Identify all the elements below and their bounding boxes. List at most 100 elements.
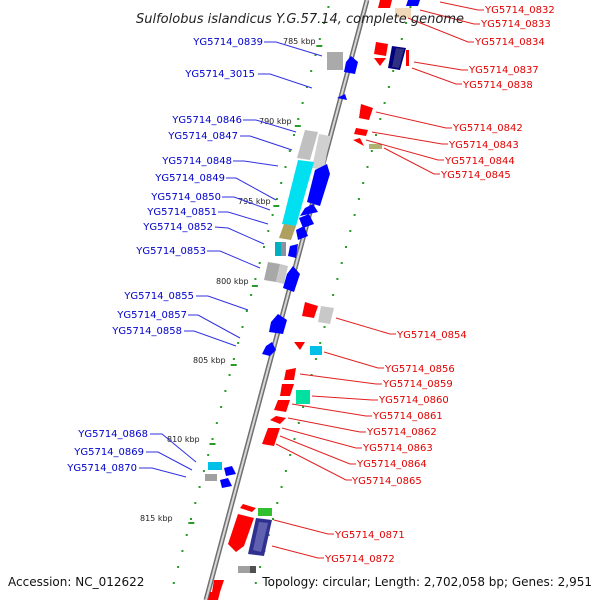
gene-label[interactable]: YG5714_0870 (66, 463, 137, 474)
gene-feature[interactable] (369, 144, 382, 149)
gene-label[interactable]: YG5714_0872 (324, 554, 395, 565)
leader-line (291, 403, 372, 417)
gene-label[interactable]: YG5714_0851 (146, 207, 217, 218)
gene-reverse[interactable] (374, 58, 386, 66)
gene-reverse[interactable] (353, 138, 364, 146)
gene-reverse[interactable] (354, 128, 368, 136)
gene-label[interactable]: YG5714_0834 (474, 37, 545, 48)
gene-label[interactable]: YG5714_0856 (384, 364, 455, 375)
gene-reverse[interactable] (302, 302, 318, 318)
gene-forward[interactable] (406, 0, 420, 6)
kbp-mark: 800 kbp (216, 277, 249, 286)
leader-line (311, 395, 378, 401)
gene-label[interactable]: YG5714_0838 (462, 80, 533, 91)
gene-reverse[interactable] (262, 428, 280, 446)
gene-reverse[interactable] (359, 104, 373, 120)
gene-feature[interactable] (282, 160, 314, 226)
gene-label[interactable]: YG5714_0861 (372, 411, 443, 422)
gene-label[interactable]: YG5714_0839 (192, 37, 263, 48)
gene-feature[interactable] (205, 474, 217, 481)
gene-forward[interactable] (344, 56, 358, 74)
gene-label[interactable]: YG5714_3015 (184, 69, 255, 80)
gene-label[interactable]: YG5714_0845 (440, 170, 511, 181)
gene-feature[interactable] (312, 134, 330, 170)
gene-forward[interactable] (296, 226, 308, 240)
gene-feature[interactable] (208, 462, 222, 470)
kbp-mark: 810 kbp (167, 435, 200, 444)
gene-label[interactable]: YG5714_0837 (468, 65, 539, 76)
gene-reverse[interactable] (228, 514, 254, 552)
gene-label[interactable]: YG5714_0848 (161, 156, 232, 167)
gene-forward[interactable] (220, 478, 232, 488)
gene-forward[interactable] (269, 314, 287, 334)
gene-label[interactable]: YG5714_0859 (382, 379, 453, 390)
gene-reverse[interactable] (280, 384, 294, 396)
gene-feature[interactable] (275, 242, 281, 256)
gene-reverse[interactable] (378, 0, 392, 8)
track-dot (271, 214, 274, 216)
gene-label[interactable]: YG5714_0843 (448, 140, 519, 151)
gene-feature[interactable] (296, 390, 310, 404)
gene-feature[interactable] (310, 346, 322, 355)
gene-label[interactable]: YG5714_0849 (154, 173, 225, 184)
gene-forward[interactable] (288, 244, 298, 258)
gene-label[interactable]: YG5714_0854 (396, 330, 467, 341)
gene-reverse[interactable] (208, 592, 220, 600)
gene-reverse[interactable] (240, 504, 256, 512)
gene-forward[interactable] (283, 266, 300, 292)
gene-label[interactable]: YG5714_0871 (334, 530, 405, 541)
gene-forward[interactable] (224, 466, 236, 476)
gene-reverse[interactable] (374, 42, 388, 56)
gene-label[interactable]: YG5714_0853 (135, 246, 206, 257)
gene-feature[interactable] (297, 130, 318, 160)
gene-label[interactable]: YG5714_0832 (484, 5, 555, 16)
gene-reverse[interactable] (406, 50, 409, 66)
gene-label[interactable]: YG5714_0846 (171, 115, 242, 126)
gene-label[interactable]: YG5714_0842 (452, 123, 523, 134)
gene-feature[interactable] (392, 48, 404, 68)
track-dot (318, 38, 321, 40)
gene-label[interactable]: YG5714_0862 (366, 427, 437, 438)
gene-label[interactable]: YG5714_0869 (73, 447, 144, 458)
gene-label[interactable]: YG5714_0844 (444, 156, 515, 167)
gene-label[interactable]: YG5714_0864 (356, 459, 427, 470)
gene-forward[interactable] (337, 94, 347, 100)
gene-label[interactable]: YG5714_0860 (378, 395, 449, 406)
gene-feature[interactable] (253, 522, 268, 552)
gene-feature[interactable] (395, 8, 411, 18)
gene-label[interactable]: YG5714_0850 (150, 192, 221, 203)
gene-label[interactable]: YG5714_0855 (123, 291, 194, 302)
gene-feature[interactable] (238, 566, 250, 573)
gene-feature[interactable] (318, 306, 334, 324)
gene-label[interactable]: YG5714_0833 (480, 19, 551, 30)
gene-forward[interactable] (262, 342, 276, 356)
gene-label[interactable]: YG5714_0863 (362, 443, 433, 454)
gene-label[interactable]: YG5714_0858 (111, 326, 182, 337)
gene-label[interactable]: YG5714_0852 (142, 222, 213, 233)
gene-reverse[interactable] (284, 368, 296, 380)
gene-feature[interactable] (279, 224, 296, 240)
gene-label[interactable]: YG5714_0865 (351, 476, 422, 487)
gene-label[interactable]: YG5714_0847 (167, 131, 238, 142)
kbp-mark: 805 kbp (193, 356, 226, 365)
gene-feature[interactable] (258, 508, 272, 516)
gene-forward[interactable] (300, 204, 318, 216)
gene-reverse[interactable] (212, 580, 224, 592)
leader-lines (139, 1, 484, 559)
gene-feature[interactable] (281, 242, 286, 256)
gene-reverse[interactable] (274, 400, 290, 412)
gene-label[interactable]: YG5714_0857 (116, 310, 187, 321)
leader-line (275, 443, 352, 481)
gene-label[interactable]: YG5714_0868 (77, 429, 148, 440)
gene-forward[interactable] (307, 164, 330, 206)
track-dot (288, 150, 291, 152)
track-dot (263, 246, 265, 248)
gene-reverse[interactable] (270, 416, 286, 424)
gene-forward[interactable] (299, 214, 314, 228)
gene-reverse[interactable] (294, 342, 305, 350)
gene-feature[interactable] (327, 52, 343, 70)
gene-feature[interactable] (250, 566, 256, 573)
gene-feature[interactable] (276, 264, 288, 284)
leader-line (279, 435, 356, 465)
gene-feature[interactable] (264, 262, 280, 282)
